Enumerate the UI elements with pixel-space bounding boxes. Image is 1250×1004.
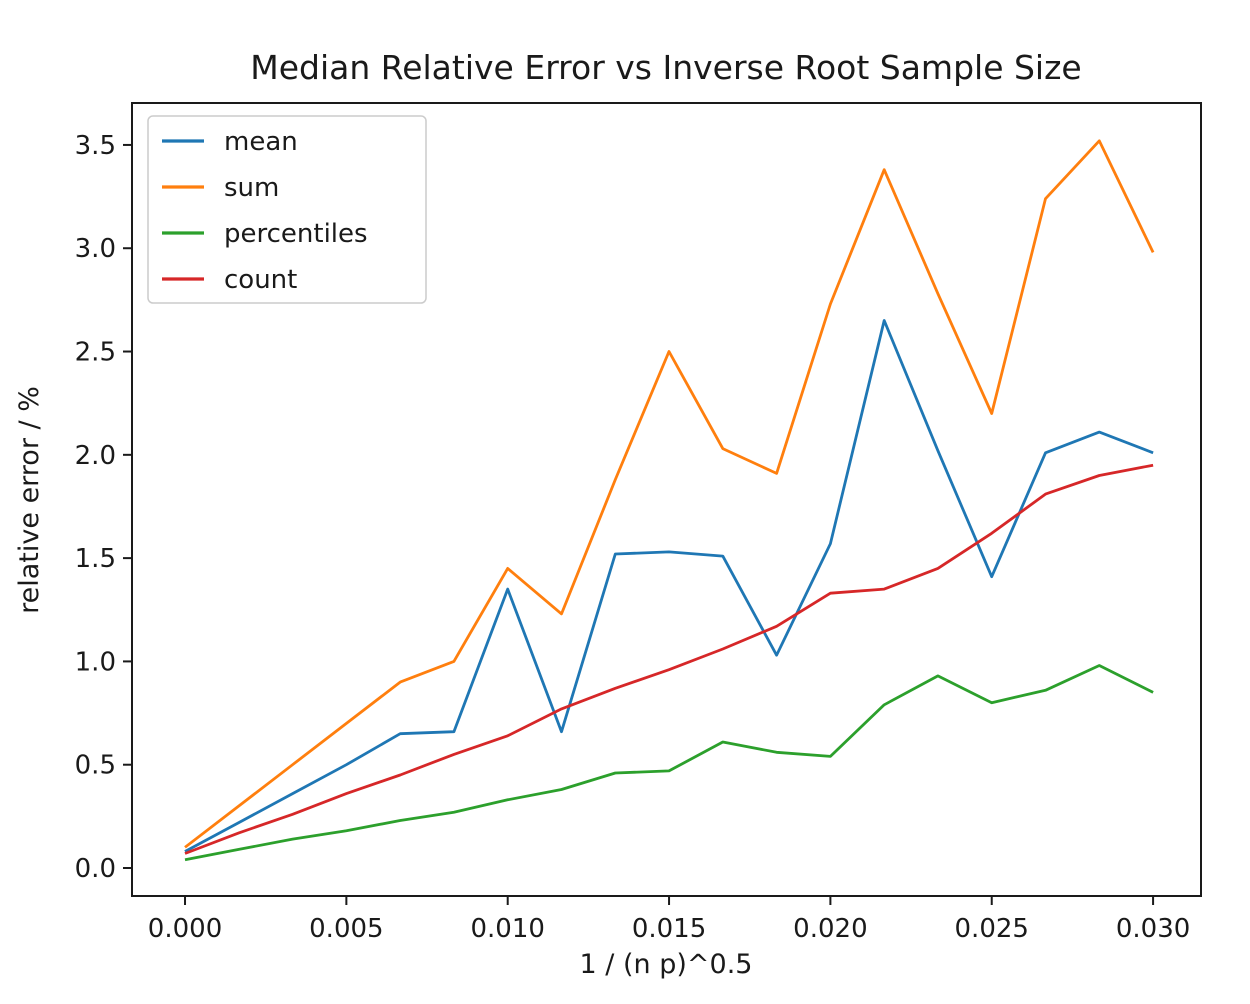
y-tick-label: 2.0 [75,441,116,471]
x-axis-label: 1 / (n p)^0.5 [580,949,753,980]
chart-title: Median Relative Error vs Inverse Root Sa… [250,48,1081,87]
series-line-percentiles [184,664,1154,862]
plot-area: 0.000 0.005 0.010 0.015 0.020 0.025 0.030 0.0 0.… [75,102,1202,944]
y-tick-label: 1.0 [75,647,116,677]
y-tick-label: 3.5 [75,131,116,161]
x-tick-label: 0.025 [955,914,1029,944]
y-tick-label: 2.5 [75,338,116,368]
x-tick-label: 0.015 [632,914,706,944]
series-line-count [184,463,1154,855]
axes-spines [131,102,1202,897]
y-tick-label: 0.5 [75,751,116,781]
y-tick-label: 1.5 [75,544,116,574]
x-tick-label: 0.005 [309,914,383,944]
series-line-sum [184,139,1155,849]
series-line-mean [184,319,1154,853]
y-tick-label: 0.0 [75,854,116,884]
legend-label-mean: mean [224,127,298,157]
x-tick-label: 0.030 [1116,914,1190,944]
legend-label-percentiles: percentiles [224,219,368,249]
legend-box [147,115,427,304]
legend-label-sum: sum [224,173,279,203]
x-tick-label: 0.000 [148,914,222,944]
legend-label-count: count [224,265,297,295]
y-axis-label: relative error / % [14,386,45,614]
y-tick-label: 3.0 [75,234,116,264]
x-tick-label: 0.020 [793,914,867,944]
legend: mean sum percentiles count [147,115,427,304]
x-tick-label: 0.010 [470,914,544,944]
